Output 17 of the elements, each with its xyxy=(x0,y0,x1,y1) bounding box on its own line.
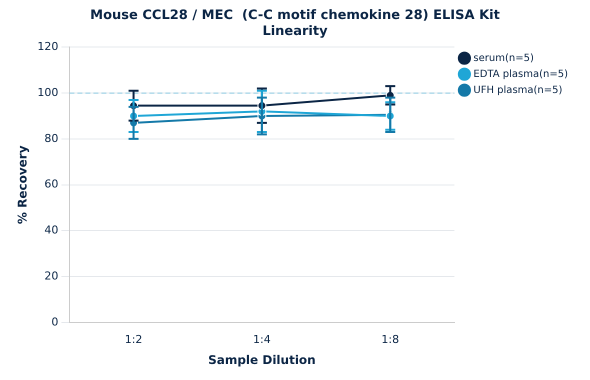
text: Mouse CCL28 / MEC (C-C motif chemokine 28) ELISA Kit xyxy=(90,8,500,24)
y-tick-label: 40 xyxy=(44,224,58,237)
text: Linearity xyxy=(262,24,328,39)
x-tick-label: 1:8 xyxy=(381,332,400,346)
y-tick-label: 0 xyxy=(51,315,58,328)
y-tick-label: 100 xyxy=(37,86,58,99)
y-tick-label: 20 xyxy=(44,269,58,282)
legend-label: EDTA plasma(n=5) xyxy=(473,68,568,80)
y-axis-title: % Recovery xyxy=(15,145,30,224)
x-axis-title: Sample Dilution xyxy=(208,352,316,367)
y-tick-label: 60 xyxy=(44,178,58,191)
y-tick-label: 80 xyxy=(44,132,58,145)
x-tick-label: 1:2 xyxy=(124,332,142,346)
legend-label: UFH plasma(n=5) xyxy=(473,84,562,96)
y-tick-label: 120 xyxy=(37,40,58,54)
x-tick-label: 1:4 xyxy=(253,332,271,346)
legend-label: serum(n=5) xyxy=(473,52,534,64)
